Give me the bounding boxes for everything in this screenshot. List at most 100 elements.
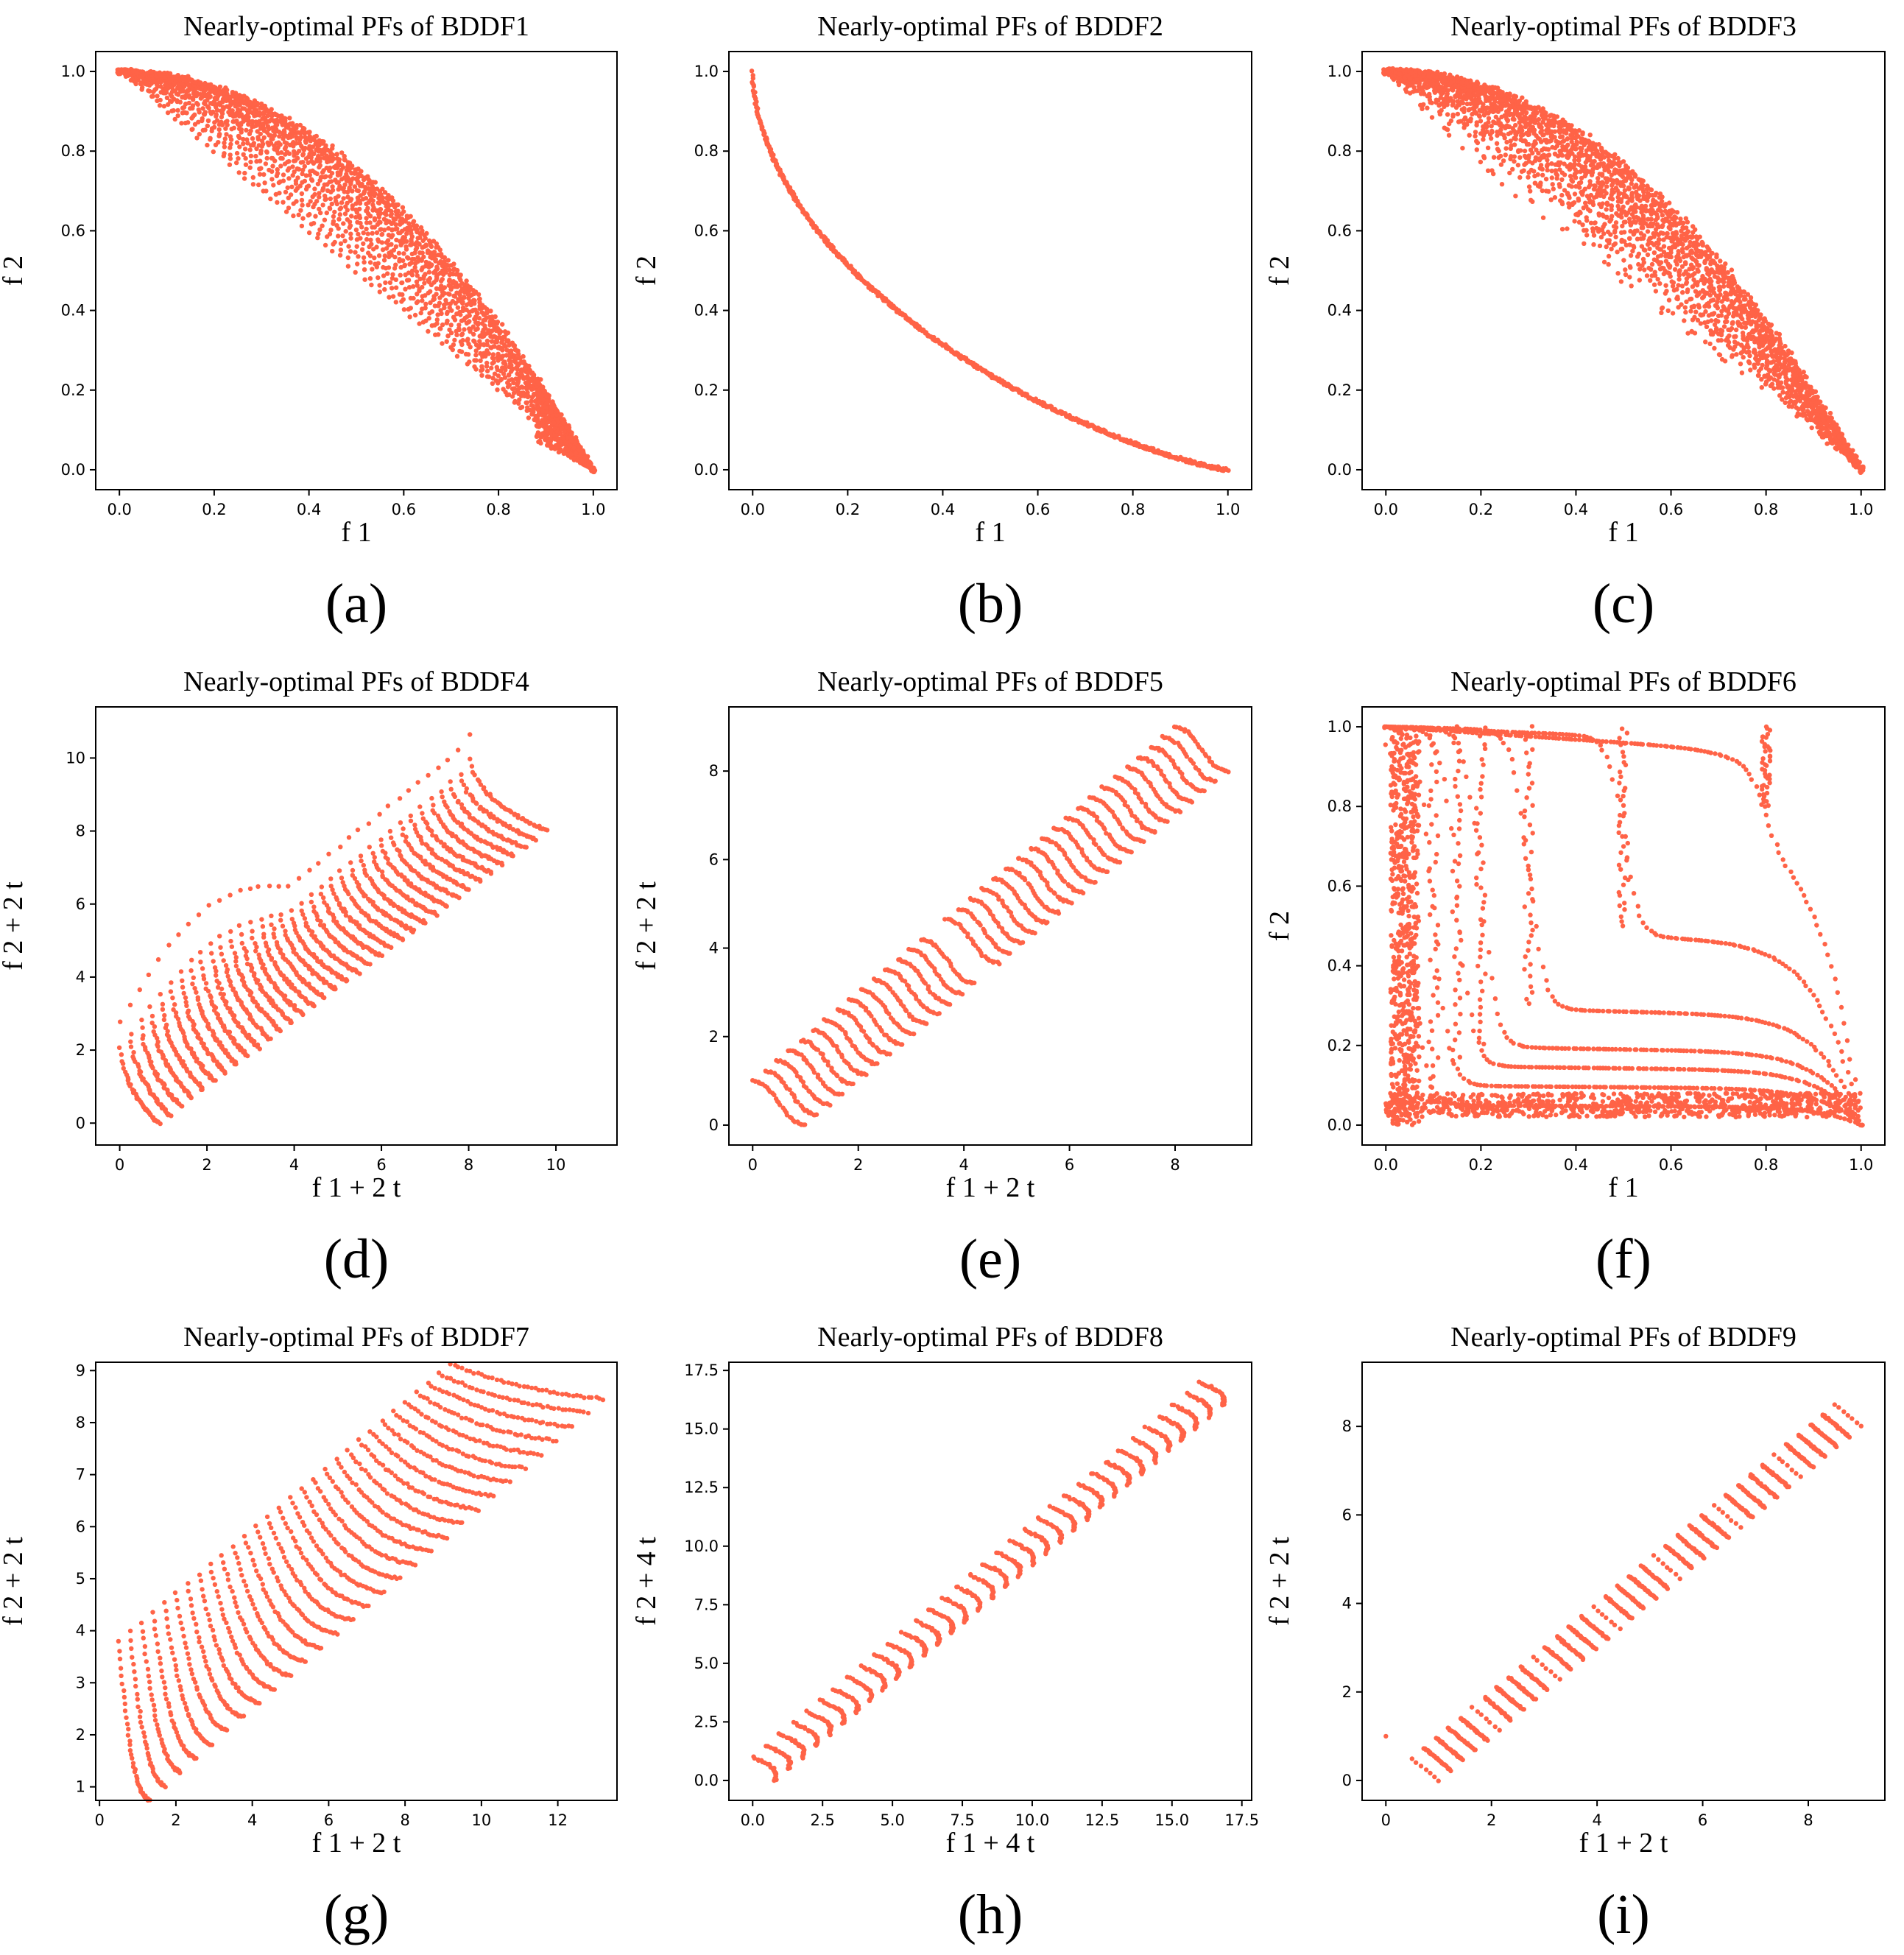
data-point bbox=[1570, 151, 1575, 156]
data-point bbox=[342, 158, 348, 163]
data-point bbox=[445, 309, 450, 314]
data-point bbox=[311, 221, 317, 226]
data-point bbox=[281, 172, 286, 177]
data-point bbox=[1553, 145, 1558, 151]
data-point bbox=[243, 162, 249, 167]
data-point bbox=[543, 405, 549, 410]
data-point bbox=[324, 153, 329, 158]
data-point bbox=[426, 238, 432, 244]
x-tick-label: 0.0 bbox=[107, 501, 131, 518]
data-point bbox=[341, 196, 346, 201]
data-point bbox=[269, 169, 275, 175]
data-point bbox=[296, 166, 302, 172]
points-layer bbox=[115, 66, 598, 475]
y-tick-label: 0.0 bbox=[694, 461, 719, 479]
data-point bbox=[505, 330, 511, 336]
data-point bbox=[484, 338, 490, 344]
data-point bbox=[409, 272, 415, 278]
data-point bbox=[495, 387, 500, 392]
data-point bbox=[171, 108, 176, 113]
data-point bbox=[1615, 250, 1620, 255]
data-point bbox=[1700, 288, 1706, 293]
data-point bbox=[393, 277, 398, 282]
data-point bbox=[1478, 119, 1484, 124]
data-point bbox=[208, 135, 213, 141]
data-point bbox=[196, 119, 201, 124]
data-point bbox=[1626, 236, 1632, 241]
data-point bbox=[286, 176, 292, 181]
data-point bbox=[1593, 220, 1598, 225]
data-point bbox=[462, 295, 467, 300]
data-point bbox=[231, 125, 236, 130]
data-point bbox=[401, 209, 406, 214]
data-point bbox=[1485, 145, 1491, 150]
data-point bbox=[418, 310, 423, 316]
data-point bbox=[1649, 261, 1655, 267]
data-point bbox=[258, 166, 264, 171]
data-point bbox=[188, 77, 194, 83]
data-point bbox=[234, 118, 239, 124]
data-point bbox=[549, 401, 554, 406]
data-point bbox=[551, 420, 557, 426]
data-point bbox=[420, 298, 425, 303]
data-point bbox=[307, 130, 312, 135]
data-point bbox=[395, 208, 401, 214]
data-point bbox=[1545, 167, 1550, 173]
data-point bbox=[1748, 367, 1753, 373]
data-point bbox=[250, 182, 256, 187]
data-point bbox=[222, 151, 227, 156]
data-point bbox=[521, 353, 526, 359]
data-point bbox=[225, 88, 230, 93]
data-point bbox=[241, 152, 246, 157]
data-point bbox=[544, 401, 549, 406]
data-point bbox=[366, 250, 371, 256]
data-point bbox=[312, 170, 318, 175]
data-point bbox=[277, 191, 282, 196]
data-point bbox=[538, 440, 543, 446]
data-point bbox=[1734, 352, 1739, 357]
data-point bbox=[242, 106, 247, 111]
data-point bbox=[1709, 278, 1714, 284]
data-point bbox=[216, 140, 221, 145]
data-point bbox=[1556, 182, 1562, 187]
data-point bbox=[373, 180, 378, 185]
data-point bbox=[382, 286, 387, 292]
data-point bbox=[387, 280, 393, 285]
data-point bbox=[459, 331, 465, 337]
data-point bbox=[1727, 333, 1732, 339]
data-point bbox=[262, 106, 267, 111]
data-point bbox=[1721, 324, 1727, 329]
data-point bbox=[512, 398, 518, 404]
data-point bbox=[281, 178, 286, 183]
data-point bbox=[466, 320, 471, 325]
data-point bbox=[1489, 135, 1494, 141]
data-point bbox=[1515, 163, 1521, 168]
data-point bbox=[395, 202, 401, 208]
data-point bbox=[241, 141, 246, 147]
data-point bbox=[390, 294, 396, 299]
panel-letter: (b) bbox=[958, 573, 1023, 635]
data-point bbox=[1512, 142, 1517, 147]
data-point bbox=[315, 235, 320, 241]
data-point bbox=[1609, 197, 1615, 202]
data-point bbox=[256, 110, 262, 115]
data-point bbox=[434, 292, 439, 297]
data-point bbox=[537, 394, 543, 399]
data-point bbox=[1540, 172, 1545, 177]
data-point bbox=[434, 321, 440, 326]
data-point bbox=[247, 165, 253, 170]
data-point bbox=[263, 161, 269, 166]
data-point bbox=[445, 258, 451, 263]
data-point bbox=[286, 151, 292, 156]
data-point bbox=[331, 214, 336, 219]
data-point bbox=[306, 183, 311, 189]
x-tick-label: 0.6 bbox=[392, 501, 416, 518]
data-point bbox=[135, 71, 140, 76]
data-point bbox=[276, 140, 281, 145]
data-point bbox=[1553, 152, 1558, 157]
data-point bbox=[1700, 295, 1705, 300]
data-point bbox=[1766, 367, 1771, 373]
data-point bbox=[345, 255, 350, 261]
data-point bbox=[524, 400, 529, 405]
